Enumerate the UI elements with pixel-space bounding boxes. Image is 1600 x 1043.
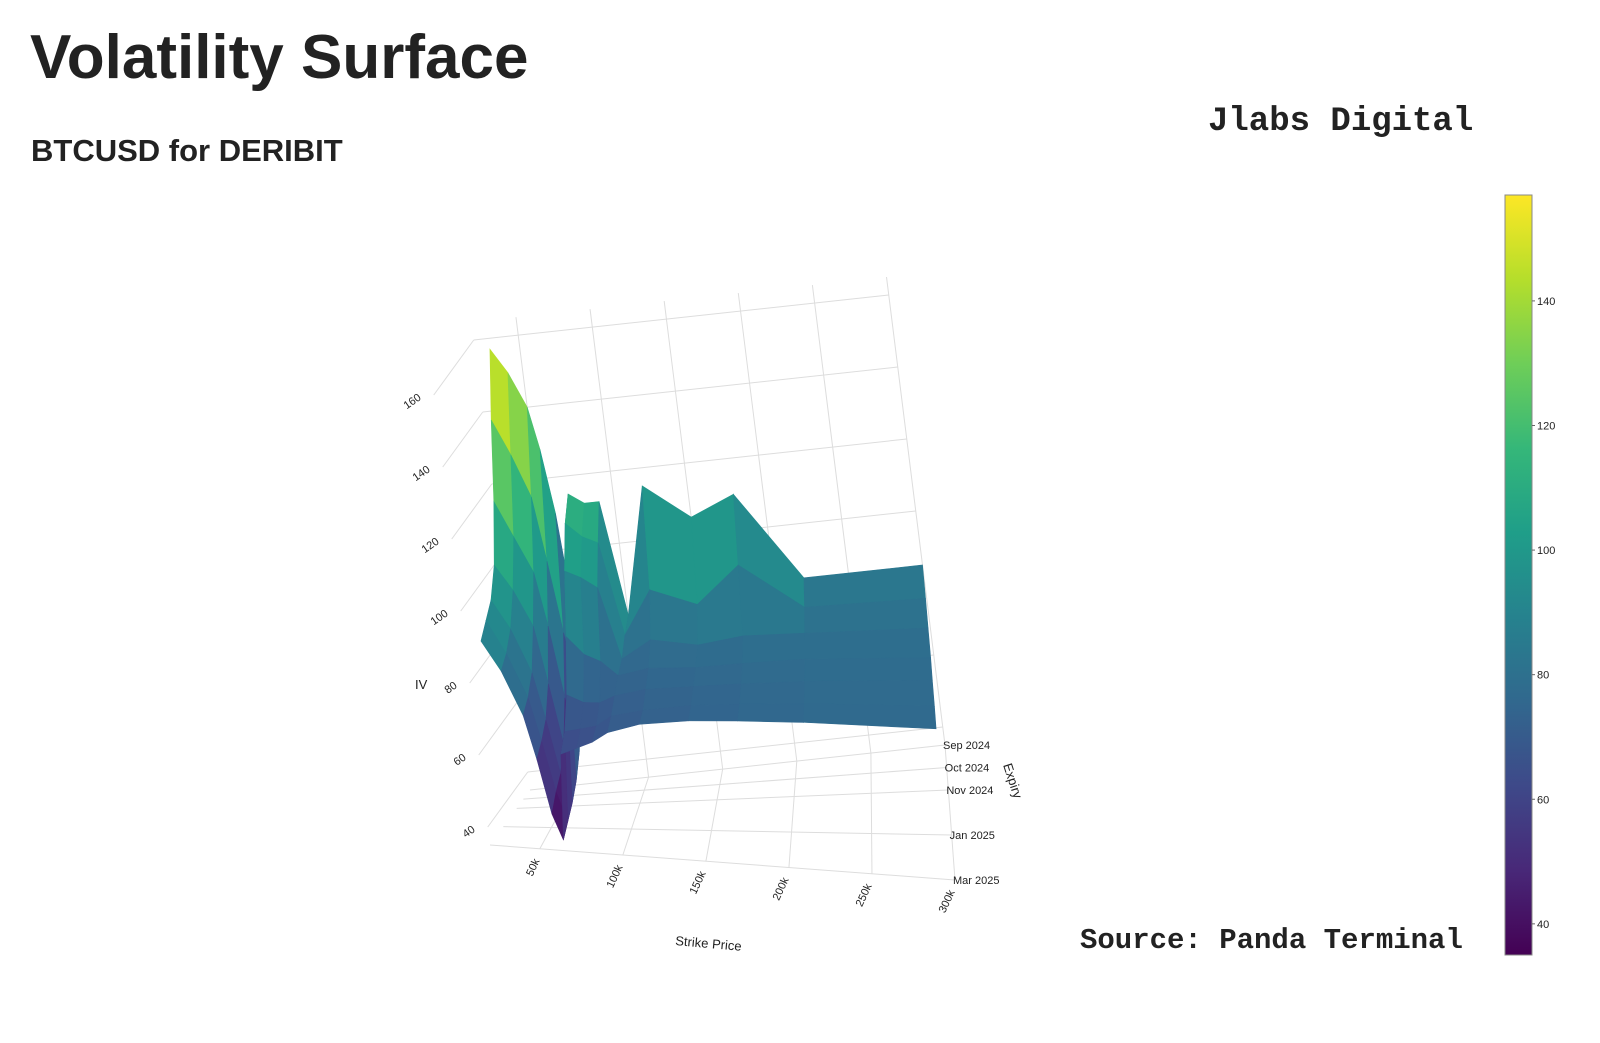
- colorbar-tick-label: 140: [1537, 296, 1555, 308]
- surface-patch: [687, 703, 740, 722]
- y-tick-label: Mar 2025: [953, 875, 999, 887]
- z-tick-label: 140: [411, 464, 433, 484]
- title: Volatility Surface: [30, 23, 528, 92]
- grid-line: [491, 438, 907, 485]
- surface-patch: [581, 501, 600, 544]
- grid-line: [482, 366, 898, 413]
- surface-patch: [645, 667, 697, 690]
- grid-line: [529, 744, 946, 791]
- x-tick-label: 50k: [524, 857, 543, 879]
- surface-patch: [803, 703, 937, 730]
- grid-line: [705, 769, 724, 862]
- grid-line: [788, 761, 798, 868]
- surface-patch: [739, 681, 805, 705]
- subtitle: BTCUSD for DERIBIT: [31, 133, 343, 168]
- grid-line: [622, 776, 650, 856]
- z-tick-label: 100: [429, 608, 451, 628]
- x-tick-label: 250k: [854, 881, 875, 908]
- grid-line: [489, 844, 956, 881]
- source: Source: Panda Terminal: [1080, 924, 1463, 957]
- surface-patch: [804, 679, 935, 707]
- grid-line: [870, 753, 873, 874]
- z-tick-label: 80: [443, 680, 460, 697]
- x-tick-label: 200k: [771, 875, 792, 902]
- x-axis-title: Strike Price: [675, 933, 743, 954]
- colorbar-tick-label: 60: [1537, 794, 1549, 806]
- brand: Jlabs Digital: [1208, 103, 1473, 141]
- z-axis-title: IV: [415, 677, 428, 692]
- colorbar-tick-label: 100: [1537, 545, 1555, 557]
- grid-line: [478, 699, 520, 756]
- grid-line: [487, 771, 529, 828]
- z-tick-label: 40: [461, 824, 478, 841]
- z-tick-label: 60: [452, 752, 469, 769]
- grid-line: [516, 789, 949, 809]
- surface-patch: [690, 683, 742, 706]
- surface-patch: [693, 663, 743, 687]
- surface-patch: [804, 657, 933, 682]
- grid-line: [527, 726, 943, 773]
- grid-line: [523, 767, 947, 800]
- surface-patch: [740, 658, 806, 685]
- grid-line: [442, 411, 484, 468]
- y-tick-label: Jan 2025: [950, 830, 995, 842]
- z-tick-label: 160: [402, 392, 424, 412]
- colorbar: [1504, 194, 1533, 956]
- y-tick-label: Sep 2024: [943, 740, 990, 752]
- surface-patch: [804, 627, 931, 660]
- colorbar-tick-label: 80: [1537, 670, 1549, 682]
- colorbar-tick-label: 40: [1537, 919, 1549, 931]
- grid-line: [503, 826, 952, 836]
- grid-line: [451, 483, 493, 540]
- x-tick-label: 300k: [937, 888, 958, 915]
- x-tick-label: 150k: [688, 869, 709, 896]
- y-tick-label: Oct 2024: [945, 763, 990, 775]
- grid-line: [433, 339, 475, 396]
- surface-patch: [737, 703, 805, 723]
- colorbar-tick-label: 120: [1537, 420, 1555, 432]
- surface-patch: [583, 653, 601, 704]
- z-tick-label: 120: [420, 536, 442, 556]
- y-axis-title: Expiry: [1000, 761, 1026, 800]
- y-tick-label: Nov 2024: [946, 785, 993, 797]
- surface-patch: [648, 639, 699, 669]
- x-tick-label: 100k: [605, 863, 626, 890]
- grid-line: [473, 294, 889, 341]
- surface-patch: [742, 632, 806, 664]
